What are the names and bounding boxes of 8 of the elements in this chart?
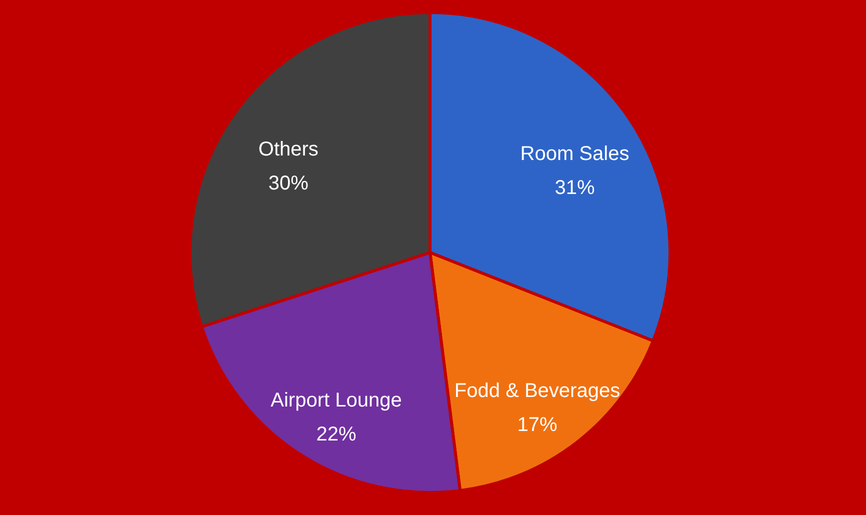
data-label: 31% — [554, 177, 595, 200]
slice-label: Others — [258, 138, 318, 161]
slice-label: Room Sales — [520, 143, 630, 166]
data-label: 30% — [268, 172, 309, 195]
data-label: 22% — [316, 423, 356, 446]
data-label: 17% — [517, 414, 558, 436]
slice-label: Fodd & Beverages — [454, 380, 620, 402]
slice-label: Airport Lounge — [270, 389, 402, 412]
